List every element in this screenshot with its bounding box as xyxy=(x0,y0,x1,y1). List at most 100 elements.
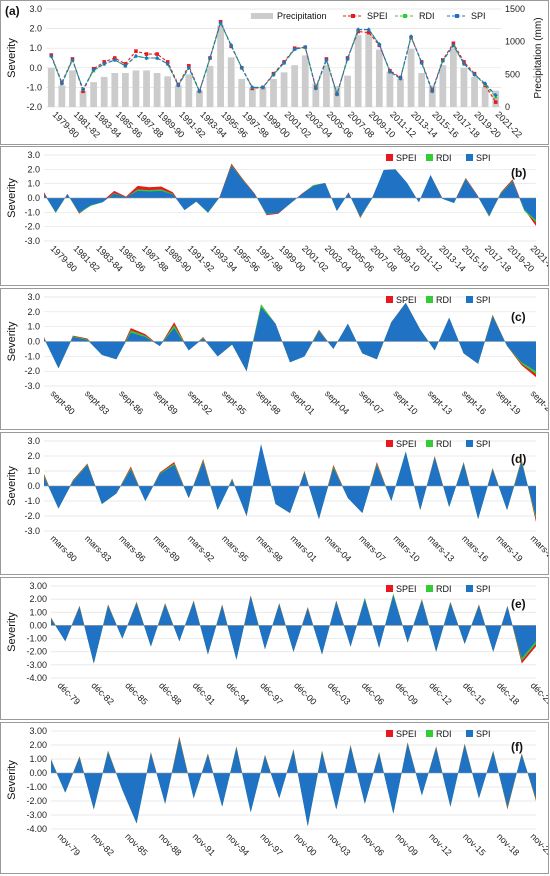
x-tick-label-f: nov-82 xyxy=(89,831,116,858)
y-tick-label-d: -3.0 xyxy=(24,526,40,536)
panel-f: -4.00 -3.00 -2.00 -1.00 0.00 1.00 2.00 3.00 Seve… xyxy=(0,722,549,874)
x-tick-label-c: sept-92 xyxy=(186,388,214,416)
x-tick-label-c: sept-13 xyxy=(426,388,454,416)
y-tick-label-b: 0.0 xyxy=(27,193,40,203)
point-spi xyxy=(197,89,202,94)
x-tick-label-c: sept-01 xyxy=(289,388,317,416)
x-tick-label-d: mars-98 xyxy=(254,533,284,563)
legend-swatch-spei-c xyxy=(386,296,393,303)
y-tick-label-a: -1.0 xyxy=(26,82,42,92)
precipitation-bar xyxy=(196,90,203,107)
series-area-spi-e xyxy=(51,595,536,664)
precipitation-bar xyxy=(47,67,55,107)
series-area-spi-d xyxy=(44,444,536,519)
point-spi xyxy=(493,93,498,98)
y2-tick-label: 1000 xyxy=(505,37,525,47)
x-tick-label-f: nov-06 xyxy=(360,831,387,858)
x-tick-label-c: sept-04 xyxy=(323,388,351,416)
y-tick-label-a: 0.0 xyxy=(29,63,42,73)
precipitation-bar xyxy=(259,86,267,107)
point-spi xyxy=(155,55,160,61)
precipitation-bar xyxy=(471,76,478,107)
precipitation-bar xyxy=(248,88,256,107)
point-spi xyxy=(409,34,414,39)
panel-label-d: (d) xyxy=(511,452,526,466)
point-spi xyxy=(419,60,424,66)
precipitation-bar xyxy=(449,47,457,107)
y-tick-label-e: 1.00 xyxy=(29,607,47,617)
x-tick-label-f: nov-21 xyxy=(529,831,548,858)
x-tick-label-d: mars-80 xyxy=(49,533,79,563)
panel-a: -2.0 -1.0 0.0 1.0 2.0 3.0 Severity 1979-80 1981-… xyxy=(0,0,549,145)
legend-swatch-spi-c xyxy=(466,296,473,303)
y2-tick-label: 0 xyxy=(505,102,510,112)
x-tick-label-e: déc-21 xyxy=(529,680,548,707)
point-spei xyxy=(366,30,371,35)
point-spei xyxy=(134,49,138,53)
point-spi xyxy=(91,67,96,72)
precipitation-bar xyxy=(301,55,309,107)
point-spi xyxy=(398,76,403,81)
point-spi xyxy=(260,85,265,90)
series-area-spi-f xyxy=(51,739,536,827)
x-tick-label-c: sept-89 xyxy=(151,388,179,416)
x-tick-label-e: déc-82 xyxy=(89,680,116,707)
legend-label-spi: SPI xyxy=(471,11,486,21)
point-spi xyxy=(165,61,170,67)
point-spi xyxy=(271,72,276,77)
y-axis-label-b: Severity xyxy=(6,178,18,218)
legend-swatch-spei-f xyxy=(386,730,393,737)
y-tick-label-a: 3.0 xyxy=(29,4,42,14)
point-spei xyxy=(493,100,498,104)
y-tick-label-c: 2.0 xyxy=(27,307,40,317)
point-spi xyxy=(102,61,107,67)
y-tick-label-b: 1.0 xyxy=(27,179,40,189)
point-spi xyxy=(334,92,339,97)
x-tick-label-c: sept-95 xyxy=(220,388,248,416)
x-tick-label-d: mars-22 xyxy=(529,533,548,563)
point-spi xyxy=(440,58,445,64)
y-tick-label-f: 1.00 xyxy=(29,754,47,764)
x-tick-label-f: nov-91 xyxy=(191,831,218,858)
x-tick-label-f: nov-97 xyxy=(258,831,285,858)
y2-tick-label: 1500 xyxy=(505,4,525,14)
y-tick-label-c: -1.0 xyxy=(24,351,40,361)
legend-label-spi-e: SPI xyxy=(476,584,491,594)
legend-label-rdi-d: RDI xyxy=(436,439,452,449)
x-tick-label-e: déc-79 xyxy=(56,680,83,707)
x-tick-label-d: mars-04 xyxy=(323,533,353,563)
precipitation-bar xyxy=(79,90,87,107)
point-spi xyxy=(366,27,371,32)
y-tick-label-c: 0.0 xyxy=(27,337,40,347)
precipitation-bar xyxy=(333,86,341,107)
x-tick-label-e: déc-03 xyxy=(326,680,353,707)
x-tick-label-c: sept-10 xyxy=(391,388,419,416)
point-spi xyxy=(292,46,297,52)
legend-swatch-spi-f xyxy=(466,730,473,737)
point-spi xyxy=(176,83,181,88)
y-tick-label-f: -1.00 xyxy=(26,782,47,792)
precipitation-bar xyxy=(418,73,426,107)
point-spi xyxy=(324,57,329,63)
y-tick-label-d: -2.0 xyxy=(24,511,40,521)
point-spi xyxy=(112,57,117,63)
legend-swatch-rdi-b xyxy=(426,154,433,161)
panel-b: -3.0 -2.0 -1.0 0.0 1.0 2.0 3.0 Severity 1979-80 1… xyxy=(0,146,549,286)
precipitation-bar xyxy=(439,65,447,107)
legend-label-spei: SPEI xyxy=(367,11,388,21)
y-tick-label-f: 0.00 xyxy=(29,768,47,778)
point-spi xyxy=(345,56,350,62)
chart-f-svg: -4.00 -3.00 -2.00 -1.00 0.00 1.00 2.00 3.00 Seve… xyxy=(6,726,548,858)
legend-swatch-precipitation xyxy=(251,13,273,19)
legend-label-spei-d: SPEI xyxy=(396,439,417,449)
precipitation-bar xyxy=(217,25,224,107)
y-tick-label-d: -1.0 xyxy=(24,496,40,506)
precipitation-bar xyxy=(344,75,351,107)
x-tick-label-d: mars-95 xyxy=(220,533,250,563)
y-tick-label-f: 3.00 xyxy=(29,726,47,736)
point-spi xyxy=(144,55,149,61)
x-tick-label-c: sept-19 xyxy=(494,388,522,416)
x-tick-label-c: sept-83 xyxy=(83,388,111,416)
